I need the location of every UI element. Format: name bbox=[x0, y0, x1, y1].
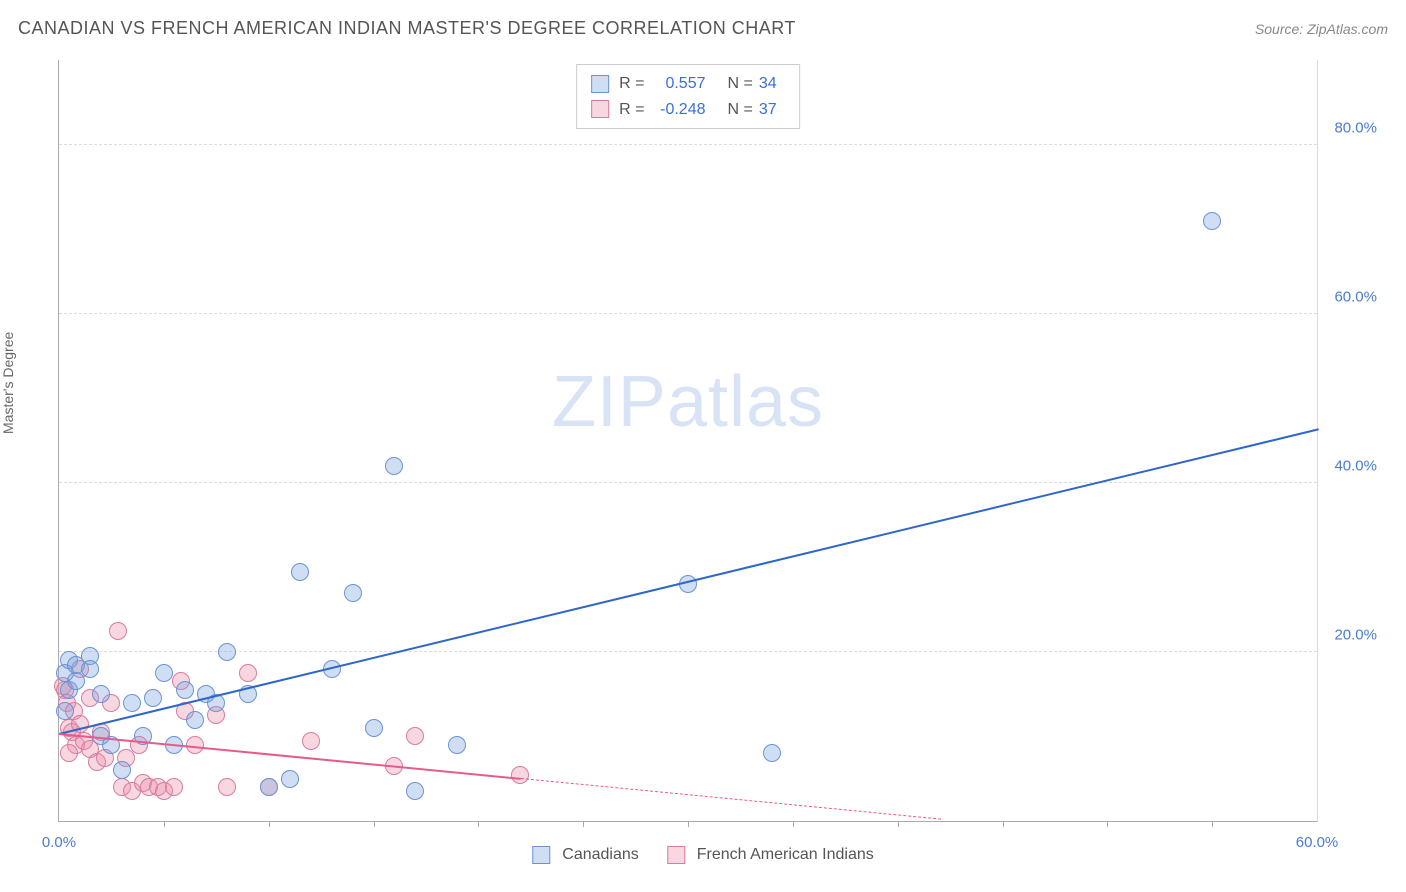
chart-header: CANADIAN VS FRENCH AMERICAN INDIAN MASTE… bbox=[18, 18, 1388, 39]
scatter-dot-blue bbox=[1203, 212, 1221, 230]
n-label: N = bbox=[728, 71, 753, 97]
watermark: ZIPatlas bbox=[552, 361, 824, 443]
scatter-dot-blue bbox=[81, 660, 99, 678]
series-legend: Canadians French American Indians bbox=[532, 846, 873, 864]
x-tick-mark bbox=[1107, 821, 1108, 827]
swatch-blue bbox=[591, 75, 609, 93]
scatter-dot-blue bbox=[56, 702, 74, 720]
plot-region: ZIPatlas R = 0.557 N = 34 R = -0.248 N =… bbox=[58, 60, 1318, 822]
x-tick-mark bbox=[478, 821, 479, 827]
correlation-stats-box: R = 0.557 N = 34 R = -0.248 N = 37 bbox=[576, 64, 800, 129]
legend-item-pink: French American Indians bbox=[667, 846, 874, 864]
gridline bbox=[59, 144, 1317, 145]
scatter-dot-pink bbox=[511, 766, 529, 784]
legend-item-blue: Canadians bbox=[532, 846, 639, 864]
chart-area: Master's Degree ZIPatlas R = 0.557 N = 3… bbox=[18, 60, 1388, 872]
r-label: R = bbox=[619, 71, 644, 97]
r-value-blue: 0.557 bbox=[651, 71, 706, 97]
y-tick-label: 40.0% bbox=[1322, 457, 1377, 474]
x-tick-mark bbox=[164, 821, 165, 827]
scatter-dot-blue bbox=[344, 584, 362, 602]
scatter-dot-pink bbox=[165, 778, 183, 796]
scatter-dot-blue bbox=[67, 672, 85, 690]
x-tick-label: 0.0% bbox=[42, 834, 76, 851]
swatch-pink bbox=[591, 100, 609, 118]
source-prefix: Source: bbox=[1255, 21, 1307, 37]
gridline bbox=[59, 482, 1317, 483]
scatter-dot-blue bbox=[218, 643, 236, 661]
scatter-dot-blue bbox=[123, 694, 141, 712]
source-attribution: Source: ZipAtlas.com bbox=[1255, 21, 1388, 37]
scatter-dot-blue bbox=[365, 719, 383, 737]
x-tick-mark bbox=[898, 821, 899, 827]
scatter-dot-blue bbox=[144, 689, 162, 707]
scatter-dot-blue bbox=[186, 711, 204, 729]
scatter-dot-pink bbox=[302, 732, 320, 750]
scatter-dot-pink bbox=[109, 622, 127, 640]
scatter-dot-blue bbox=[406, 782, 424, 800]
x-tick-label: 60.0% bbox=[1296, 834, 1339, 851]
gridline bbox=[59, 651, 1317, 652]
scatter-dot-pink bbox=[218, 778, 236, 796]
scatter-dot-pink bbox=[60, 744, 78, 762]
scatter-dot-blue bbox=[448, 736, 466, 754]
trendline-extrapolated bbox=[521, 778, 941, 820]
chart-title: CANADIAN VS FRENCH AMERICAN INDIAN MASTE… bbox=[18, 18, 796, 39]
n-label: N = bbox=[728, 97, 753, 123]
n-value-pink: 37 bbox=[759, 97, 785, 123]
x-tick-mark bbox=[1003, 821, 1004, 827]
scatter-dot-blue bbox=[113, 761, 131, 779]
scatter-dot-pink bbox=[406, 727, 424, 745]
gridline bbox=[59, 313, 1317, 314]
swatch-blue bbox=[532, 846, 550, 864]
legend-label-pink: French American Indians bbox=[697, 846, 874, 864]
x-tick-mark bbox=[793, 821, 794, 827]
legend-label-blue: Canadians bbox=[562, 846, 639, 864]
scatter-dot-pink bbox=[239, 664, 257, 682]
scatter-dot-blue bbox=[291, 563, 309, 581]
r-value-pink: -0.248 bbox=[651, 97, 706, 123]
r-label: R = bbox=[619, 97, 644, 123]
x-tick-mark bbox=[1212, 821, 1213, 827]
y-tick-label: 80.0% bbox=[1322, 119, 1377, 136]
scatter-dot-blue bbox=[260, 778, 278, 796]
watermark-zip: ZIP bbox=[552, 362, 667, 442]
source-name: ZipAtlas.com bbox=[1307, 21, 1388, 37]
y-tick-label: 20.0% bbox=[1322, 626, 1377, 643]
watermark-atlas: atlas bbox=[667, 362, 824, 442]
scatter-dot-blue bbox=[763, 744, 781, 762]
stats-row-pink: R = -0.248 N = 37 bbox=[591, 97, 785, 123]
n-value-blue: 34 bbox=[759, 71, 785, 97]
scatter-dot-blue bbox=[155, 664, 173, 682]
x-tick-mark bbox=[688, 821, 689, 827]
x-tick-mark bbox=[269, 821, 270, 827]
stats-row-blue: R = 0.557 N = 34 bbox=[591, 71, 785, 97]
trendline bbox=[59, 428, 1319, 735]
swatch-pink bbox=[667, 846, 685, 864]
scatter-dot-blue bbox=[92, 685, 110, 703]
y-tick-label: 60.0% bbox=[1322, 288, 1377, 305]
y-axis-label: Master's Degree bbox=[0, 332, 16, 434]
x-tick-mark bbox=[583, 821, 584, 827]
scatter-dot-blue bbox=[281, 770, 299, 788]
x-tick-mark bbox=[374, 821, 375, 827]
scatter-dot-blue bbox=[176, 681, 194, 699]
scatter-dot-blue bbox=[385, 457, 403, 475]
